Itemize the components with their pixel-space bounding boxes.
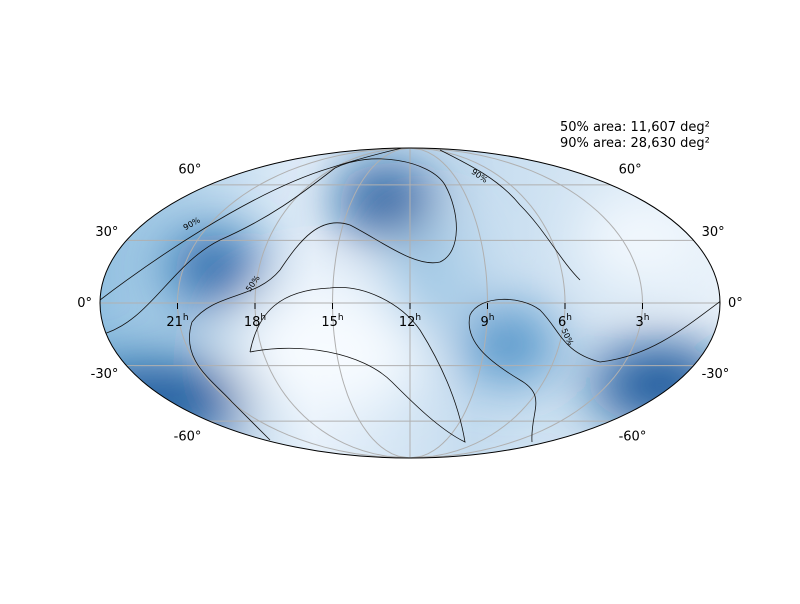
latitude-label-left: 60°	[178, 162, 201, 177]
ra-label: 21h	[166, 313, 188, 330]
latitude-label-right: -30°	[702, 367, 730, 382]
latitude-label-left: -60°	[174, 430, 202, 445]
contour-90	[249, 287, 466, 443]
ra-unit: h	[415, 313, 421, 323]
ra-unit: h	[338, 313, 344, 323]
ra-hour: 15	[321, 315, 338, 330]
ra-hour: 9	[481, 315, 489, 330]
ra-label: 6h	[558, 313, 572, 330]
ra-hour: 6	[558, 315, 566, 330]
area-90-annotation: 90% area: 28,630 deg²	[560, 136, 710, 151]
ra-label: 9h	[481, 313, 495, 330]
contour-50	[468, 298, 720, 443]
ra-hour: 12	[399, 315, 416, 330]
ra-label: 15h	[321, 313, 343, 330]
ra-hour: 21	[166, 315, 183, 330]
ra-unit: h	[183, 313, 189, 323]
ra-unit: h	[260, 313, 266, 323]
contour-90	[439, 149, 581, 281]
latitude-label-left: 0°	[77, 296, 92, 311]
ra-hour: 3	[636, 315, 644, 330]
graticule	[100, 148, 720, 458]
ra-label: 12h	[399, 313, 421, 330]
ra-hour: 18	[244, 315, 261, 330]
ra-unit: h	[566, 313, 572, 323]
area-50-annotation: 50% area: 11,607 deg²	[560, 120, 710, 135]
latitude-label-right: 0°	[728, 296, 743, 311]
map-frame	[99, 147, 721, 459]
contour-90	[100, 148, 411, 301]
latitude-label-right: -60°	[619, 430, 647, 445]
latitude-label-right: 60°	[619, 162, 642, 177]
latitude-label-left: -30°	[91, 367, 119, 382]
ra-label: 18h	[244, 313, 266, 330]
ra-unit: h	[489, 313, 495, 323]
probability-heatmap	[100, 148, 720, 458]
ra-unit: h	[644, 313, 650, 323]
latitude-label-right: 30°	[702, 225, 725, 240]
latitude-label-left: 30°	[95, 225, 118, 240]
ra-label: 3h	[636, 313, 650, 330]
contours	[100, 148, 720, 443]
contour-50	[100, 158, 457, 441]
